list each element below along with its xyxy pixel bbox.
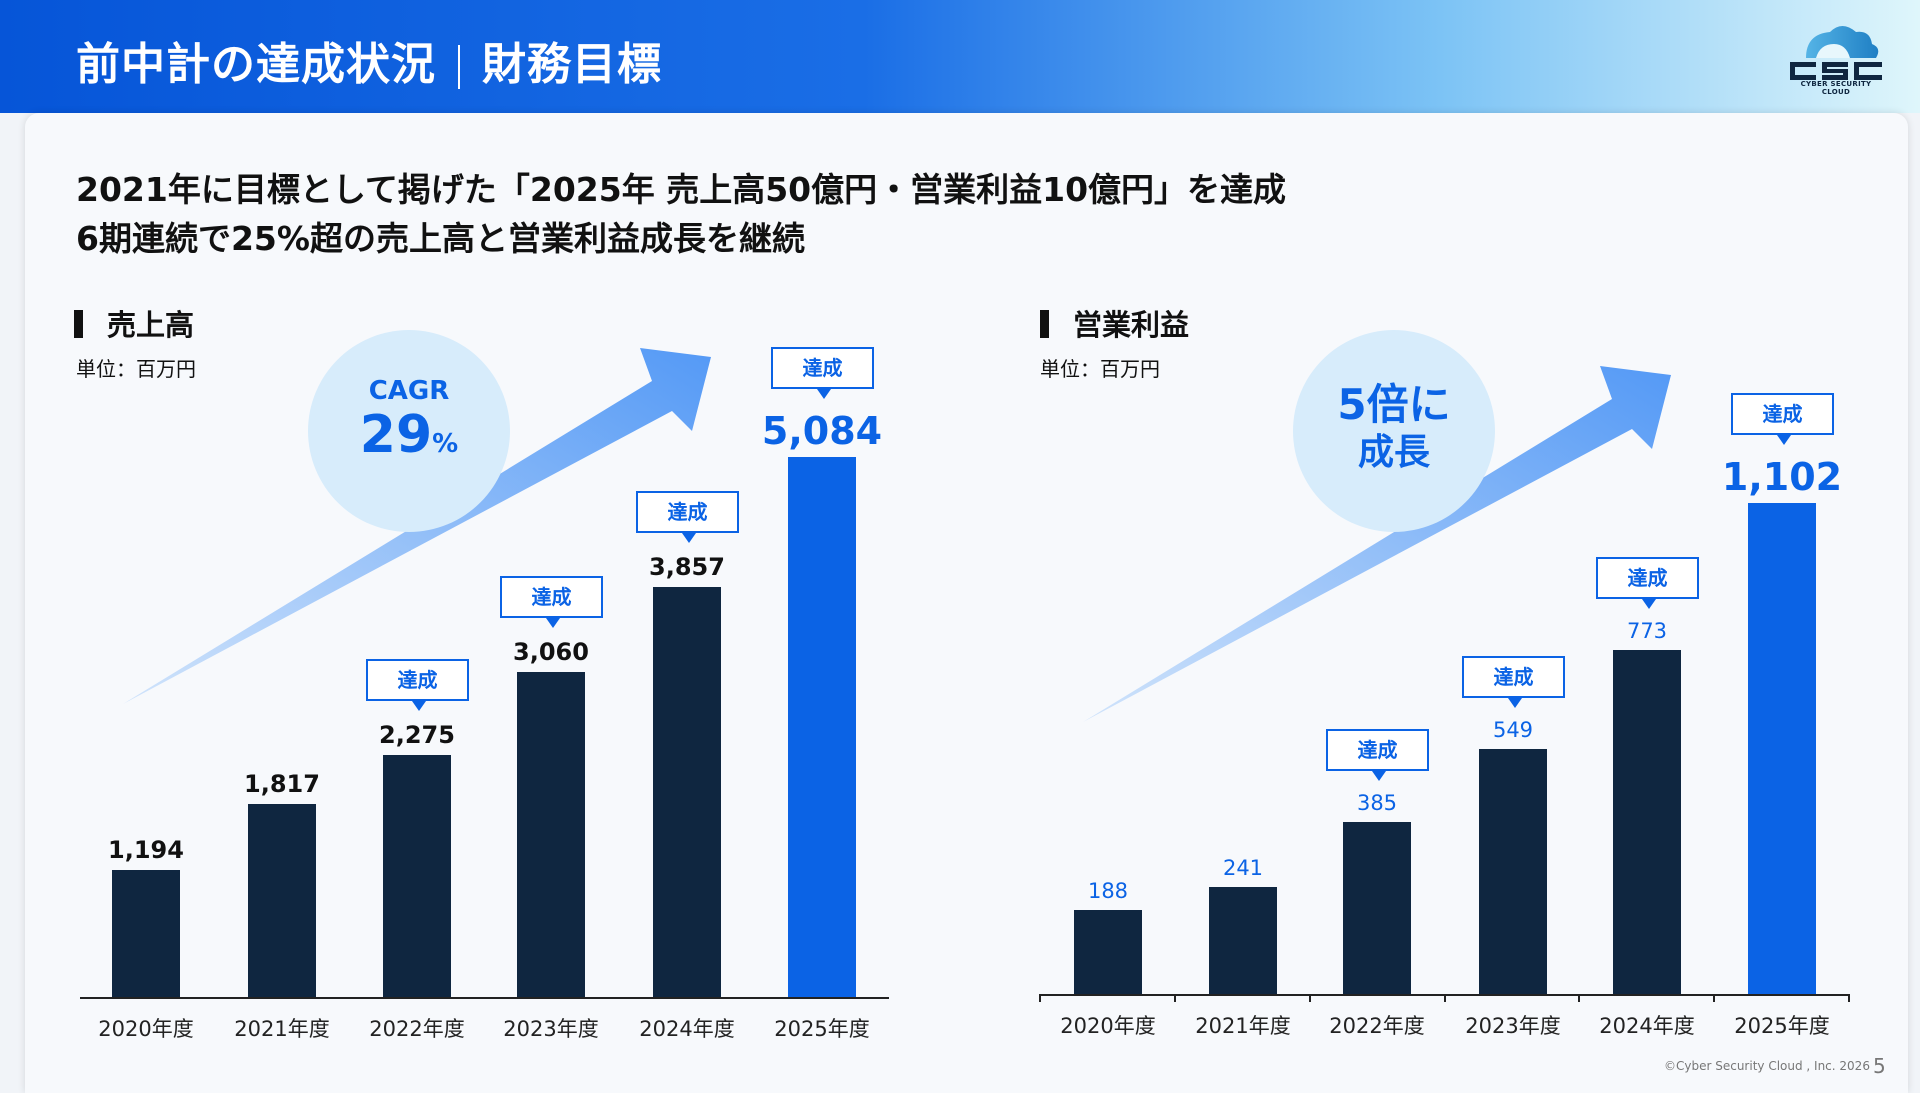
- x-tick-label: 2021年度: [234, 1017, 330, 1041]
- header-banner: 前中計の達成状況 財務目標 CYBER SECURITY CLOUD: [0, 0, 1920, 113]
- callout-value: 29: [359, 405, 433, 465]
- data-label: 385: [1356, 791, 1398, 816]
- data-label: 1,817: [244, 770, 320, 798]
- bar-2020年度: [112, 870, 180, 997]
- data-label: 773: [1626, 618, 1668, 643]
- bar-2023年度: [517, 671, 585, 997]
- callout-line-1: 5倍に: [1337, 380, 1451, 429]
- unit-label: 単位：百万円: [76, 357, 196, 381]
- bar-2023年度: [1479, 749, 1547, 994]
- bar-2022年度: [383, 755, 451, 997]
- title-main: 前中計の達成状況: [76, 39, 436, 90]
- x-axis-tick: [1713, 994, 1716, 1002]
- x-tick-label: 2025年度: [774, 1017, 870, 1041]
- x-tick-label: 2023年度: [1465, 1014, 1561, 1038]
- headline-line-1: 2021年に目標として掲げた「2025年 売上高50億円・営業利益10億円」を達…: [76, 170, 1287, 209]
- x-axis-tick: [1173, 994, 1176, 1002]
- x-axis-tick: [1578, 994, 1581, 1002]
- copyright: ©Cyber Security Cloud , Inc. 2026: [1664, 1059, 1870, 1073]
- unit-label: 単位：百万円: [1040, 357, 1160, 381]
- data-label: 3,060: [513, 637, 589, 666]
- x-axis-tick: [1443, 994, 1446, 1002]
- callout-circle: 5倍に 成長: [1293, 330, 1495, 532]
- x-axis-tick: [1039, 994, 1041, 1002]
- growth-arrow-icon: [1083, 366, 1671, 722]
- callout-circle: CAGR 29%: [308, 330, 510, 532]
- data-label: 3,857: [649, 553, 725, 582]
- section-title-text: 売上高: [107, 308, 195, 342]
- title-sub: 財務目標: [482, 39, 662, 90]
- x-tick-label: 2022年度: [369, 1017, 465, 1041]
- bar-2024年度: [653, 587, 721, 997]
- callout-label: CAGR: [368, 376, 450, 406]
- logo-tagline: CYBER SECURITY CLOUD: [1800, 80, 1872, 96]
- callout-unit: %: [432, 429, 459, 459]
- x-tick-label: 2021年度: [1195, 1014, 1291, 1038]
- achieved-badge: 達成: [771, 347, 874, 399]
- data-label: 188: [1087, 879, 1129, 904]
- section-title-text: 営業利益: [1073, 308, 1190, 342]
- data-label: 5,084: [761, 409, 883, 453]
- achieved-badge: 達成: [1462, 656, 1565, 709]
- x-tick-label: 2020年度: [98, 1017, 194, 1041]
- achieved-badge: 達成: [366, 659, 469, 712]
- x-tick-label: 2024年度: [639, 1017, 735, 1041]
- bar-2021年度: [248, 804, 316, 997]
- bar-2021年度: [1209, 886, 1277, 994]
- achieved-badge: 達成: [1326, 729, 1429, 782]
- section-title: 売上高: [74, 302, 194, 344]
- x-axis-tick: [1848, 994, 1850, 1002]
- bar-2024年度: [1613, 649, 1681, 994]
- csc-logo-icon: [1790, 26, 1882, 80]
- x-axis-tick: [1308, 994, 1311, 1002]
- content-card: [25, 113, 1908, 1093]
- page-number: 5: [1873, 1054, 1886, 1078]
- bar-2025年度: [1748, 503, 1816, 994]
- title-divider: [458, 45, 460, 89]
- data-label: 1,102: [1721, 455, 1843, 499]
- bar-2020年度: [1074, 910, 1142, 994]
- x-tick-label: 2020年度: [1060, 1014, 1156, 1038]
- bar-2022年度: [1343, 822, 1411, 994]
- x-tick-label: 2022年度: [1329, 1014, 1425, 1038]
- data-label: 241: [1222, 855, 1264, 880]
- x-tick-label: 2024年度: [1599, 1014, 1695, 1038]
- achieved-badge: 達成: [1596, 556, 1699, 609]
- section-marker: [1040, 310, 1049, 338]
- achieved-badge: 達成: [636, 491, 739, 544]
- x-tick-label: 2023年度: [503, 1017, 599, 1041]
- headline-line-2: 6期連続で25%超の売上高と営業利益成長を継続: [76, 219, 805, 258]
- section-title: 営業利益: [1040, 302, 1189, 344]
- achieved-badge: 達成: [500, 575, 603, 628]
- x-tick-label: 2025年度: [1734, 1014, 1830, 1038]
- data-label: 549: [1492, 718, 1534, 743]
- bar-2025年度: [788, 457, 856, 997]
- page-title: 前中計の達成状況 財務目標: [76, 28, 662, 92]
- data-label: 1,194: [108, 836, 184, 865]
- section-marker: [74, 310, 83, 338]
- achieved-badge: 達成: [1731, 393, 1834, 445]
- data-label: 2,275: [379, 721, 455, 750]
- x-axis: [80, 997, 889, 999]
- callout-line-2: 成長: [1357, 432, 1430, 473]
